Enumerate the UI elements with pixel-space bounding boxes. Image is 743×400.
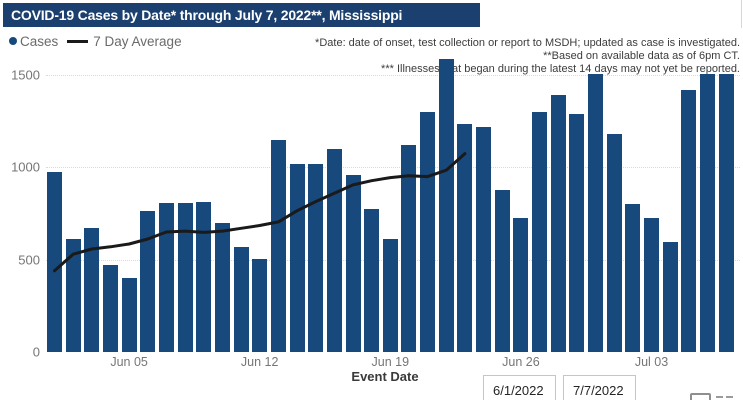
legend: Cases 7 Day Average xyxy=(9,33,182,49)
bar-jun-06[interactable] xyxy=(140,210,156,352)
bar-jul-03[interactable] xyxy=(644,218,659,352)
x-axis-tick-jun05: Jun 05 xyxy=(110,355,148,369)
bar-jul-05[interactable] xyxy=(681,89,697,352)
bar-jul-02[interactable] xyxy=(625,204,641,352)
bar-jul-06[interactable] xyxy=(699,74,715,352)
date-range-end-input[interactable]: 7/7/2022 xyxy=(563,375,636,400)
bar-jun-22[interactable] xyxy=(438,59,454,352)
panel-edge-divider xyxy=(741,0,742,28)
bar-jun-27[interactable] xyxy=(532,112,547,352)
bar-jul-07[interactable] xyxy=(718,74,734,352)
partial-checkbox-icon[interactable] xyxy=(690,393,711,400)
bar-jun-17[interactable] xyxy=(345,174,361,352)
x-axis-tick-jun19: Jun 19 xyxy=(371,355,410,369)
bar-jun-12[interactable] xyxy=(252,258,268,352)
bar-jun-09[interactable] xyxy=(196,201,212,352)
bar-jun-26[interactable] xyxy=(513,218,529,352)
bar-jun-15[interactable] xyxy=(308,163,324,352)
bar-jun-23[interactable] xyxy=(457,124,473,352)
x-axis-tick-jun26: Jun 26 xyxy=(502,355,540,369)
y-axis-tick-0: 0 xyxy=(32,344,40,360)
bar-jun-16[interactable] xyxy=(326,148,342,352)
bar-jun-05[interactable] xyxy=(121,278,137,352)
partial-dashes-icon[interactable] xyxy=(716,396,723,398)
bar-jun-04[interactable] xyxy=(103,265,118,352)
bar-jun-03[interactable] xyxy=(84,228,100,352)
chart-title-bar: COVID-19 Cases by Date* through July 7, … xyxy=(3,3,480,27)
y-axis-tick-1500: 1500 xyxy=(11,67,40,83)
bar-jun-14[interactable] xyxy=(289,163,305,352)
x-axis-tick-jun12: Jun 12 xyxy=(240,355,279,369)
chart-title: COVID-19 Cases by Date* through July 7, … xyxy=(11,7,403,23)
bar-jun-02[interactable] xyxy=(65,238,81,352)
bar-jun-30[interactable] xyxy=(588,74,603,352)
bar-jun-29[interactable] xyxy=(569,113,585,352)
date-range-start-input[interactable]: 6/1/2022 xyxy=(483,375,556,400)
partial-dashes-icon-2[interactable] xyxy=(726,396,733,398)
footnote-data-as-of: **Based on available data as of 6pm CT. xyxy=(543,50,740,62)
gridline-1500 xyxy=(46,75,740,76)
bar-jun-19[interactable] xyxy=(382,239,398,352)
bar-jul-01[interactable] xyxy=(606,134,622,352)
gridline-1000 xyxy=(46,167,740,168)
legend-average-label: 7 Day Average xyxy=(93,33,182,49)
bar-jun-28[interactable] xyxy=(550,94,566,352)
bar-jun-21[interactable] xyxy=(420,112,436,352)
bar-jul-04[interactable] xyxy=(662,242,678,352)
bar-jun-08[interactable] xyxy=(177,202,193,352)
legend-cases-label: Cases xyxy=(20,33,59,49)
x-axis-title: Event Date xyxy=(351,369,419,384)
footnote-date-definition: *Date: date of onset, test collection or… xyxy=(315,37,740,49)
footnote-latest-14-days: *** Illnesses that began during the late… xyxy=(381,63,740,75)
y-axis-tick-500: 500 xyxy=(18,252,40,268)
bar-jun-01[interactable] xyxy=(47,172,62,352)
bar-jun-07[interactable] xyxy=(158,202,174,352)
bar-jun-11[interactable] xyxy=(233,246,249,352)
bar-jun-10[interactable] xyxy=(214,222,230,352)
seven-day-average-legend-marker-icon xyxy=(67,39,89,43)
x-axis-tick-jul03: Jul 03 xyxy=(634,355,669,369)
bar-jun-24[interactable] xyxy=(476,126,492,352)
bar-jun-20[interactable] xyxy=(401,145,417,352)
cases-legend-marker-icon xyxy=(9,37,17,45)
y-axis-tick-1000: 1000 xyxy=(11,159,40,175)
bar-jun-13[interactable] xyxy=(270,139,286,352)
bar-jun-25[interactable] xyxy=(494,189,510,352)
bar-jun-18[interactable] xyxy=(364,208,380,352)
